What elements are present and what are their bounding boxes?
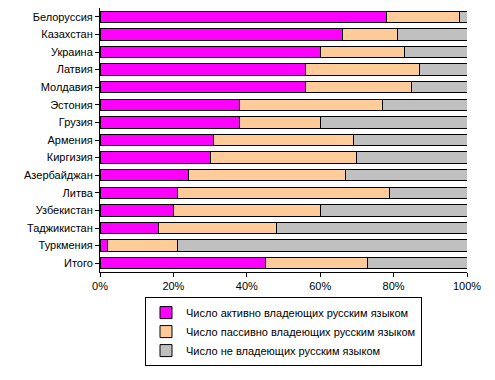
svg-text:Число активно владеющих русски: Число активно владеющих русским языком <box>186 307 408 319</box>
svg-text:60%: 60% <box>309 280 331 292</box>
svg-text:Молдавия: Молдавия <box>41 81 93 93</box>
svg-text:Белоруссия: Белоруссия <box>33 11 93 23</box>
svg-text:20%: 20% <box>162 280 184 292</box>
svg-text:0%: 0% <box>92 280 108 292</box>
svg-text:Украина: Украина <box>51 46 94 58</box>
svg-text:Туркмения: Туркмения <box>39 239 93 251</box>
svg-text:80%: 80% <box>383 280 405 292</box>
svg-text:Латвия: Латвия <box>57 63 93 75</box>
svg-text:Эстония: Эстония <box>50 99 93 111</box>
svg-text:100%: 100% <box>453 280 481 292</box>
svg-text:Число не владеющих русским язы: Число не владеющих русским языком <box>186 345 380 357</box>
svg-text:Таджикистан: Таджикистан <box>27 222 93 234</box>
svg-text:Киргизия: Киргизия <box>47 151 93 163</box>
svg-text:Азербайджан: Азербайджан <box>24 169 93 181</box>
svg-text:Грузия: Грузия <box>59 116 93 128</box>
svg-text:Число пассивно владеющих русск: Число пассивно владеющих русским языком <box>186 326 415 338</box>
svg-text:Казахстан: Казахстан <box>41 28 93 40</box>
svg-text:Итого: Итого <box>64 257 93 269</box>
svg-text:Армения: Армения <box>47 134 92 146</box>
svg-text:Литва: Литва <box>63 187 94 199</box>
svg-text:Узбекистан: Узбекистан <box>36 204 93 216</box>
svg-text:40%: 40% <box>236 280 258 292</box>
